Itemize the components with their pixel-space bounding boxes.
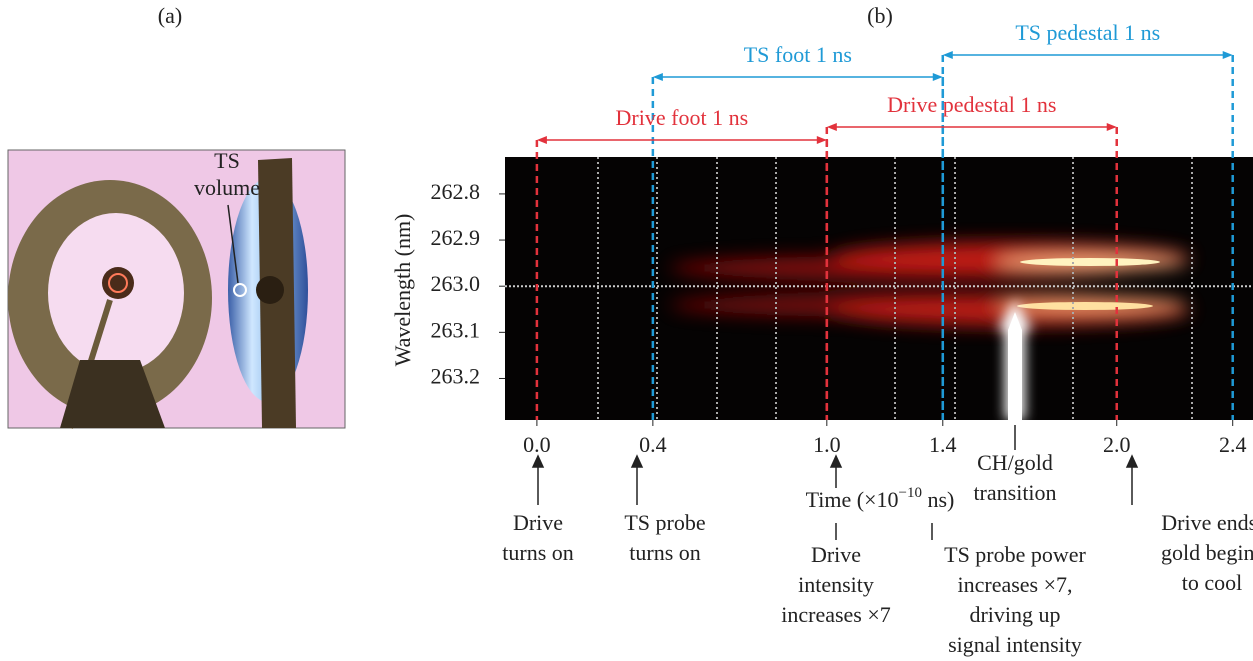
annotation: TS volume — [194, 148, 260, 200]
x-tick-label: 0.0 — [523, 432, 551, 457]
annotation: TS probe power increases ×7, driving up sig… — [944, 542, 1086, 657]
annotation-line: to cool — [1182, 570, 1243, 595]
x-tick-label: 1.4 — [929, 432, 957, 457]
y-tick-label: 263.1 — [431, 317, 481, 342]
span-label: TS foot 1 ns — [744, 42, 852, 67]
annotation-line: increases ×7, — [957, 572, 1072, 597]
annotation-line: TS probe — [624, 510, 705, 535]
notes: Drive turns on TS probe turns on Drive intens… — [502, 450, 1253, 657]
annotation-line: Drive — [513, 510, 563, 535]
annotation-line: driving up — [969, 602, 1060, 627]
annotation-line: TS probe power — [944, 542, 1086, 567]
annotation-line: gold begins — [1161, 540, 1253, 565]
y-tick-label: 263.0 — [431, 271, 481, 296]
annotation-line: signal intensity — [948, 632, 1082, 657]
annotation-line: Drive — [811, 542, 861, 567]
annotation-line: volume — [194, 175, 260, 200]
annotation-line: turns on — [502, 540, 574, 565]
y-tick-label: 262.9 — [431, 225, 481, 250]
annotation: TS probe turns on — [624, 510, 705, 565]
annotation-line: TS — [214, 148, 240, 173]
streak-image — [505, 157, 1253, 420]
photo — [7, 149, 346, 429]
annotation-line: intensity — [798, 572, 874, 597]
x-axis-label-part: Time (×10 — [806, 487, 899, 512]
arrows — [531, 425, 1139, 540]
span-label: Drive foot 1 ns — [616, 105, 749, 130]
annotation-line: turns on — [629, 540, 701, 565]
annotation-line: CH/gold — [977, 450, 1053, 475]
panel-label: (b) — [867, 3, 893, 28]
x-tick-label: 2.4 — [1219, 432, 1247, 457]
x-tick-label: 0.4 — [639, 432, 667, 457]
annotation-line: Drive ends, — [1161, 510, 1253, 535]
x-axis-label: Time (×10−10 ns) — [806, 485, 955, 512]
x-axis-label-part: ns) — [922, 487, 954, 512]
span-label: TS pedestal 1 ns — [1015, 20, 1160, 45]
annotation: Drive turns on — [502, 510, 574, 565]
span-label: Drive pedestal 1 ns — [887, 92, 1056, 117]
panel-label: (a) — [158, 3, 182, 28]
x-tick-label: 1.0 — [813, 432, 841, 457]
annotation: CH/gold transition — [973, 450, 1056, 505]
annotation-line: transition — [973, 480, 1056, 505]
annotation: Drive intensity increases ×7 — [781, 542, 891, 627]
annotation: Drive ends, gold begins to cool — [1161, 510, 1253, 595]
axes: 0.0 0.4 1.0 1.4 2.0 2.4 262.8 262.9 263.0 263.1 26… — [431, 20, 1253, 457]
y-tick-label: 263.2 — [431, 364, 481, 389]
y-axis-label: Wavelength (nm) — [390, 214, 415, 367]
x-axis-label-exponent: −10 — [899, 485, 922, 501]
x-tick-label: 2.0 — [1103, 432, 1131, 457]
annotation-line: increases ×7 — [781, 602, 891, 627]
y-tick-label: 262.8 — [431, 179, 481, 204]
